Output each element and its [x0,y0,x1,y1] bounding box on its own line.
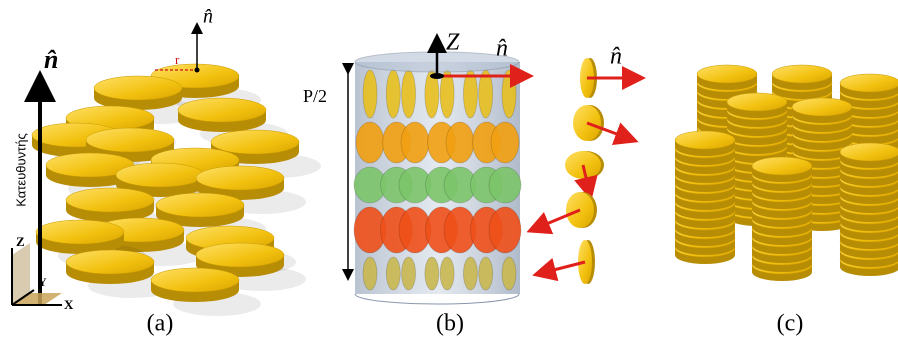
disc-center [195,68,200,73]
disc-top [792,98,852,116]
disc-top [66,250,154,274]
disc-top [196,243,284,267]
chain-normal [538,262,585,274]
pivot [430,73,444,79]
disc-top [752,157,812,175]
z-label: Z [446,30,460,56]
panel-a [32,64,321,316]
disc-top [151,268,239,292]
disc-top [66,188,154,212]
disc-top [727,93,787,111]
disc-top [840,74,898,92]
layer-disc [479,257,493,290]
layer-disc [356,122,384,163]
layer-disc [425,257,439,290]
axis-y: Y [38,275,47,289]
axes-triad [12,243,62,305]
layer-disc [363,70,377,118]
radius-label: r [175,52,180,67]
layer-disc [386,257,400,290]
disc-top [196,166,284,190]
panel-c [675,65,898,281]
layer-disc [502,257,516,290]
normal-symbol: n̂ [203,6,213,28]
disc-top [772,65,832,83]
layer-disc [402,257,416,290]
panel-b [354,52,640,304]
disc-top [36,220,124,244]
disc-top [116,163,204,187]
layer-disc [401,122,429,163]
disc-top [94,76,182,100]
caption: (b) [436,311,464,337]
disc-top [697,65,757,83]
disc-top [178,98,266,122]
cylinder-bottom [355,294,519,304]
disc-top [211,130,299,154]
layer-disc [489,167,521,203]
chain-normal-symbol: n̂ [610,44,622,70]
caption: (c) [777,311,804,337]
disc-top [156,193,244,217]
layer-disc [363,257,377,290]
layer-disc [402,70,416,118]
normal-symbol: n̂ [496,36,508,62]
layer-disc [491,122,519,163]
caption: (a) [147,311,174,337]
layer-disc [446,122,474,163]
layer-disc [440,257,454,290]
layer-disc [463,257,477,290]
figure: n̂ Κατευθυντής n̂ r Z Y X (a) P/2 Z n̂ n… [0,0,898,342]
layer-disc [489,207,521,253]
disc-top [840,143,898,161]
pitch-label: P/2 [303,86,327,106]
axis-x: X [64,297,74,312]
layer-disc [386,70,400,118]
director-name: Κατευθυντής [13,133,28,207]
director-symbol: n̂ [44,45,58,74]
axis-z: Z [16,234,25,249]
disc-top [675,131,735,149]
disc-top [86,128,174,152]
